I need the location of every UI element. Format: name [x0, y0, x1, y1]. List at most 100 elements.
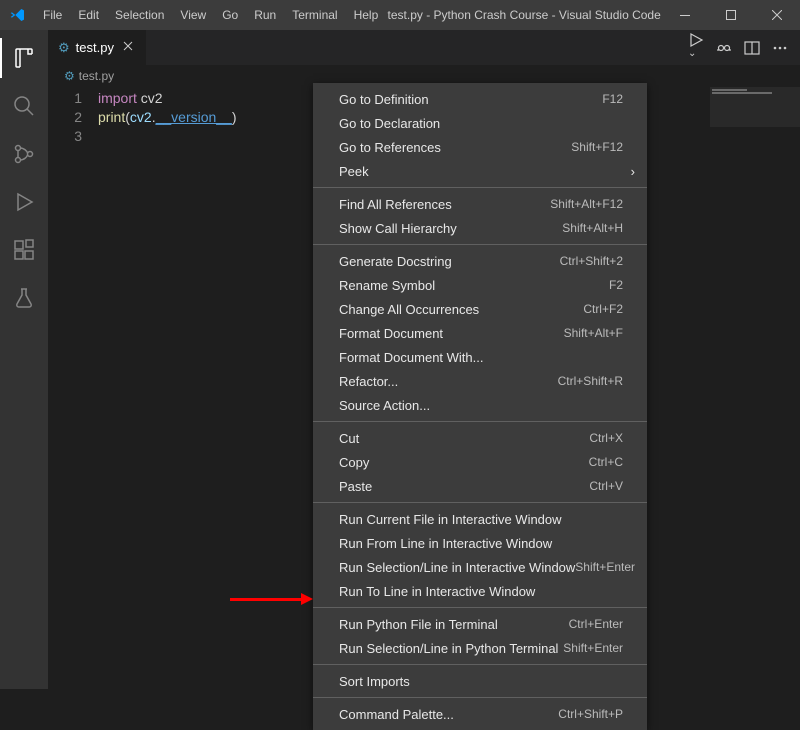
context-menu-label: Cut	[339, 431, 359, 446]
run-debug-icon[interactable]	[0, 182, 48, 222]
context-menu-item[interactable]: Rename SymbolF2	[313, 273, 647, 297]
menu-help[interactable]: Help	[346, 0, 387, 30]
context-menu-label: Format Document With...	[339, 350, 483, 365]
context-menu-item[interactable]: Go to Declaration	[313, 111, 647, 135]
window-title: test.py - Python Crash Course - Visual S…	[386, 8, 662, 22]
extensions-icon[interactable]	[0, 230, 48, 270]
run-file-icon[interactable]: ⌄	[688, 32, 704, 63]
context-menu-separator	[313, 607, 647, 608]
context-menu-item[interactable]: Peek ›	[313, 159, 647, 183]
search-icon[interactable]	[0, 86, 48, 126]
context-menu-item[interactable]: Change All Occurrences Ctrl+F2	[313, 297, 647, 321]
split-editor-icon[interactable]	[744, 40, 760, 56]
context-menu-shortcut: Ctrl+Shift+R	[558, 374, 623, 388]
menubar: FileEditSelectionViewGoRunTerminalHelp	[35, 0, 386, 30]
context-menu-item[interactable]: Run Selection/Line in Interactive Window…	[313, 555, 647, 579]
context-menu-label: Run Selection/Line in Python Terminal	[339, 641, 558, 656]
window-controls	[662, 0, 800, 30]
minimize-button[interactable]	[662, 0, 708, 30]
menu-selection[interactable]: Selection	[107, 0, 172, 30]
context-menu-item[interactable]: CutCtrl+X	[313, 426, 647, 450]
context-menu-item[interactable]: Show Call HierarchyShift+Alt+H	[313, 216, 647, 240]
context-menu-label: Go to References	[339, 140, 441, 155]
tab-close-icon[interactable]	[120, 38, 136, 57]
vscode-logo-icon	[0, 7, 35, 23]
context-menu-label: Command Palette...	[339, 707, 454, 722]
line-number: 3	[48, 127, 82, 146]
context-menu-item[interactable]: Sort Imports	[313, 669, 647, 693]
context-menu-item[interactable]: Source Action...	[313, 393, 647, 417]
context-menu-item[interactable]: Refactor... Ctrl+Shift+R	[313, 369, 647, 393]
context-menu-label: Peek	[339, 164, 369, 179]
menu-view[interactable]: View	[172, 0, 214, 30]
context-menu-item[interactable]: Run From Line in Interactive Window	[313, 531, 647, 555]
context-menu-label: Source Action...	[339, 398, 430, 413]
menu-edit[interactable]: Edit	[70, 0, 107, 30]
context-menu-shortcut: Ctrl+Shift+2	[560, 254, 623, 268]
menu-file[interactable]: File	[35, 0, 70, 30]
line-number: 2	[48, 108, 82, 127]
context-menu-shortcut: Shift+Enter	[563, 641, 623, 655]
tab-bar: ⚙ test.py ⌄	[48, 30, 800, 65]
activity-bar	[0, 30, 48, 689]
context-menu-label: Go to Declaration	[339, 116, 440, 131]
context-menu-item[interactable]: Format Document With...	[313, 345, 647, 369]
context-menu-item[interactable]: Find All References Shift+Alt+F12	[313, 192, 647, 216]
context-menu-item[interactable]: Run Selection/Line in Python Terminal Shi…	[313, 636, 647, 660]
context-menu-shortcut: Ctrl+Shift+P	[558, 707, 623, 721]
editor-tab[interactable]: ⚙ test.py	[48, 30, 146, 65]
context-menu-separator	[313, 502, 647, 503]
close-button[interactable]	[754, 0, 800, 30]
annotation-arrow	[230, 598, 305, 601]
context-menu-shortcut: Ctrl+Enter	[569, 617, 623, 631]
context-menu-label: Run Current File in Interactive Window	[339, 512, 562, 527]
context-menu-label: Run From Line in Interactive Window	[339, 536, 552, 551]
menu-terminal[interactable]: Terminal	[284, 0, 345, 30]
context-menu-separator	[313, 244, 647, 245]
context-menu-shortcut: Shift+Alt+F12	[550, 197, 623, 211]
context-menu-label: Run Selection/Line in Interactive Window	[339, 560, 575, 575]
context-menu-separator	[313, 697, 647, 698]
context-menu-shortcut: Ctrl+F2	[583, 302, 623, 316]
context-menu-item[interactable]: Generate DocstringCtrl+Shift+2	[313, 249, 647, 273]
context-menu-shortcut: Ctrl+V	[589, 479, 623, 493]
context-menu-item[interactable]: Format Document Shift+Alt+F	[313, 321, 647, 345]
chevron-right-icon: ›	[631, 164, 635, 179]
context-menu-shortcut: Shift+Alt+F	[564, 326, 623, 340]
context-menu-item[interactable]: Go to References Shift+F12	[313, 135, 647, 159]
context-menu-separator	[313, 187, 647, 188]
source-control-icon[interactable]	[0, 134, 48, 174]
context-menu: Go to DefinitionF12 Go to Declaration Go t…	[313, 83, 647, 730]
breadcrumb-filename: test.py	[79, 69, 114, 83]
copilot-icon[interactable]	[716, 40, 732, 56]
menu-run[interactable]: Run	[246, 0, 284, 30]
context-menu-item[interactable]: PasteCtrl+V	[313, 474, 647, 498]
menu-go[interactable]: Go	[214, 0, 246, 30]
context-menu-item[interactable]: Run To Line in Interactive Window	[313, 579, 647, 603]
more-actions-icon[interactable]	[772, 40, 788, 56]
context-menu-label: Format Document	[339, 326, 443, 341]
context-menu-shortcut: Shift+Alt+H	[562, 221, 623, 235]
context-menu-item[interactable]: Command Palette... Ctrl+Shift+P	[313, 702, 647, 726]
context-menu-shortcut: Shift+F12	[571, 140, 623, 154]
context-menu-item[interactable]: Go to DefinitionF12	[313, 87, 647, 111]
context-menu-label: Refactor...	[339, 374, 398, 389]
context-menu-item[interactable]: Run Current File in Interactive Window	[313, 507, 647, 531]
context-menu-item[interactable]: Copy Ctrl+C	[313, 450, 647, 474]
context-menu-label: Go to Definition	[339, 92, 429, 107]
context-menu-label: Copy	[339, 455, 369, 470]
context-menu-label: Run Python File in Terminal	[339, 617, 498, 632]
context-menu-shortcut: Ctrl+C	[589, 455, 623, 469]
testing-icon[interactable]	[0, 278, 48, 318]
minimap[interactable]	[710, 87, 800, 689]
context-menu-label: Find All References	[339, 197, 452, 212]
maximize-button[interactable]	[708, 0, 754, 30]
context-menu-label: Sort Imports	[339, 674, 410, 689]
context-menu-shortcut: F2	[609, 278, 623, 292]
line-numbers: 123	[48, 87, 98, 689]
context-menu-shortcut: Shift+Enter	[575, 560, 635, 574]
context-menu-separator	[313, 421, 647, 422]
context-menu-item[interactable]: Run Python File in Terminal Ctrl+Enter	[313, 612, 647, 636]
explorer-icon[interactable]	[0, 38, 48, 78]
context-menu-label: Change All Occurrences	[339, 302, 479, 317]
